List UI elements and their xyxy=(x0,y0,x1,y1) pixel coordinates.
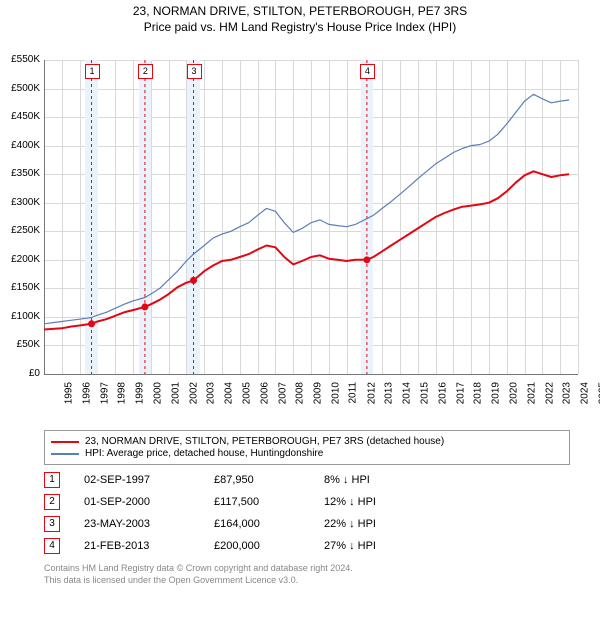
event-row: 4 21-FEB-2013£200,00027% ↓ HPI xyxy=(44,535,570,557)
event-date: 23-MAY-2003 xyxy=(84,518,214,530)
x-axis-label: 2003 xyxy=(206,382,217,404)
x-axis-label: 2010 xyxy=(330,382,341,404)
x-axis-label: 2013 xyxy=(384,382,395,404)
x-axis-label: 2002 xyxy=(188,382,199,404)
x-axis-label: 1996 xyxy=(81,382,92,404)
event-date: 02-SEP-1997 xyxy=(84,474,214,486)
x-axis-label: 2005 xyxy=(241,382,252,404)
event-delta: 12% ↓ HPI xyxy=(324,496,424,508)
series-hpi xyxy=(44,94,569,323)
event-price: £200,000 xyxy=(214,540,324,552)
x-axis-label: 2004 xyxy=(223,382,234,404)
sale-marker xyxy=(190,277,197,284)
legend-swatch xyxy=(51,453,79,455)
event-number-box: 2 xyxy=(44,494,60,510)
event-number-box: 1 xyxy=(44,472,60,488)
x-axis-label: 2012 xyxy=(366,382,377,404)
event-delta: 8% ↓ HPI xyxy=(324,474,424,486)
x-axis-label: 2018 xyxy=(473,382,484,404)
x-axis-label: 2023 xyxy=(562,382,573,404)
event-price: £87,950 xyxy=(214,474,324,486)
event-row: 1 02-SEP-1997£87,9508% ↓ HPI xyxy=(44,469,570,491)
event-number-box: 4 xyxy=(44,538,60,554)
attribution-line-2: This data is licensed under the Open Gov… xyxy=(44,575,570,587)
event-delta: 27% ↓ HPI xyxy=(324,540,424,552)
legend-label: HPI: Average price, detached house, Hunt… xyxy=(85,448,323,459)
legend: 23, NORMAN DRIVE, STILTON, PETERBOROUGH,… xyxy=(44,430,570,465)
sale-marker xyxy=(141,303,148,310)
x-axis-label: 2017 xyxy=(455,382,466,404)
x-axis-label: 2019 xyxy=(490,382,501,404)
event-price: £117,500 xyxy=(214,496,324,508)
events-table: 102-SEP-1997£87,9508% ↓ HPI201-SEP-2000£… xyxy=(44,469,570,557)
sale-marker xyxy=(363,256,370,263)
legend-item: HPI: Average price, detached house, Hunt… xyxy=(51,448,563,459)
x-axis-label: 2011 xyxy=(347,382,358,404)
chart: £0£50K£100K£150K£200K£250K£300K£350K£400… xyxy=(0,34,600,424)
legend-label: 23, NORMAN DRIVE, STILTON, PETERBOROUGH,… xyxy=(85,436,444,447)
x-axis-label: 2024 xyxy=(579,382,590,404)
x-axis-label: 2000 xyxy=(152,382,163,404)
attribution: Contains HM Land Registry data © Crown c… xyxy=(44,563,570,586)
attribution-line-1: Contains HM Land Registry data © Crown c… xyxy=(44,563,570,575)
x-axis-label: 1997 xyxy=(99,382,110,404)
x-axis-label: 1995 xyxy=(63,382,74,404)
event-number-box: 3 xyxy=(44,516,60,532)
event-marker-box: 3 xyxy=(187,64,202,79)
series-property xyxy=(44,171,569,329)
x-axis-label: 2008 xyxy=(295,382,306,404)
event-marker-box: 2 xyxy=(138,64,153,79)
x-axis-label: 2009 xyxy=(312,382,323,404)
event-delta: 22% ↓ HPI xyxy=(324,518,424,530)
title-line-1: 23, NORMAN DRIVE, STILTON, PETERBOROUGH,… xyxy=(0,4,600,18)
x-axis-label: 2016 xyxy=(437,382,448,404)
event-date: 21-FEB-2013 xyxy=(84,540,214,552)
event-row: 2 01-SEP-2000£117,50012% ↓ HPI xyxy=(44,491,570,513)
event-marker-box: 4 xyxy=(360,64,375,79)
x-axis-label: 2014 xyxy=(401,382,412,404)
x-axis-label: 2022 xyxy=(544,382,555,404)
event-marker-box: 1 xyxy=(85,64,100,79)
x-axis-label: 2020 xyxy=(508,382,519,404)
event-row: 3 23-MAY-2003£164,00022% ↓ HPI xyxy=(44,513,570,535)
x-axis-label: 2015 xyxy=(419,382,430,404)
chart-svg xyxy=(0,34,580,376)
x-axis-label: 2001 xyxy=(170,382,181,404)
x-axis-label: 2006 xyxy=(259,382,270,404)
event-date: 01-SEP-2000 xyxy=(84,496,214,508)
legend-swatch xyxy=(51,441,79,443)
event-price: £164,000 xyxy=(214,518,324,530)
sale-marker xyxy=(88,320,95,327)
legend-item: 23, NORMAN DRIVE, STILTON, PETERBOROUGH,… xyxy=(51,436,563,447)
title-line-2: Price paid vs. HM Land Registry's House … xyxy=(0,20,600,34)
title-block: 23, NORMAN DRIVE, STILTON, PETERBOROUGH,… xyxy=(0,0,600,34)
x-axis-label: 2007 xyxy=(277,382,288,404)
x-axis-label: 2021 xyxy=(526,382,537,404)
x-axis-label: 1999 xyxy=(134,382,145,404)
x-axis-label: 1998 xyxy=(117,382,128,404)
